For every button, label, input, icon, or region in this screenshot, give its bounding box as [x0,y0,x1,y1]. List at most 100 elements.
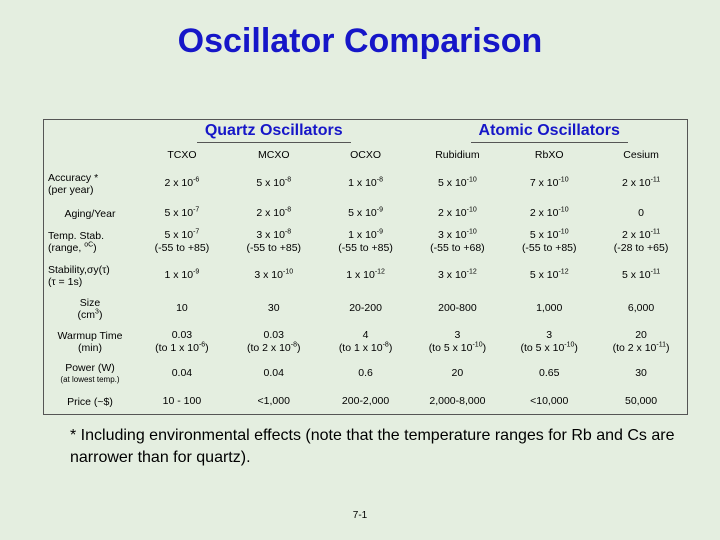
column-header: OCXO [350,149,382,161]
cell-line: (to 5 x 10-10) [428,341,487,354]
table-cell: 3 (to 5 x 10-10) [411,325,503,358]
cell-line: (-55 to +85) [338,242,393,255]
table-cell: 20 (to 2 x 10-11) [595,325,687,358]
table-cell: 1 x 10-9 (-55 to +85) [320,226,412,259]
table-cell: 10 [136,292,228,325]
cell-line: 2,000-8,000 [429,395,486,408]
page-number: 7-1 [352,510,368,521]
cell-line: 5 x 10-8 [256,176,292,190]
cell-line: 30 [267,302,280,315]
table-cell: 4 (to 1 x 10-8) [320,325,412,358]
table-cell: 3 (to 5 x 10-10) [503,325,595,358]
table-cell: 7 x 10-10 [503,166,595,201]
cell-line: 0.03 [263,328,284,341]
table-cell: <1,000 [228,389,320,414]
cell-line: 3 x 10-12 [438,268,477,282]
cell-line: 0.04 [263,367,284,380]
row-label: Size (cm3) [44,292,136,325]
cell-line: 1,000 [536,302,563,315]
table-cell: 2,000-8,000 [411,389,503,414]
cell-line: 1 x 10-9 [348,228,383,242]
column-header: RbXO [534,149,564,161]
column-header: TCXO [167,149,197,161]
row-label-line: Temp. Stab. [48,230,105,243]
cell-line: 0.6 [358,367,373,380]
cell-line: 2 x 10-10 [438,206,477,220]
cell-line: 3 [546,328,553,341]
table-row: Accuracy * (per year) 2 x 10-6 5 x 10-8 1 x … [44,166,687,201]
cell-line: 20-200 [349,302,382,315]
table-row: Stability,σy(τ) (τ = 1s) 1 x 10-9 3 x 10-10… [44,259,687,292]
table-cell: 0.65 [503,358,595,389]
column-header: MCXO [257,149,290,161]
table-cell: 200-800 [411,292,503,325]
group-header-row: Quartz Oscillators Atomic Oscillators [44,120,687,144]
row-label: Stability,σy(τ) (τ = 1s) [44,259,136,292]
cell-line: 1 x 10-9 [164,268,200,282]
cell-line: 5 x 10-10 [529,228,569,242]
cell-line: 2 x 10-10 [529,206,569,220]
cell-line: 7 x 10-10 [529,176,569,190]
row-label: Accuracy * (per year) [44,166,136,201]
cell-line: 2 x 10-6 [164,176,200,190]
cell-line: (to 2 x 10-11) [612,341,670,354]
cell-line: 6,000 [627,302,655,315]
row-label-line: Size [79,296,101,309]
row-label-line: (min) [78,341,102,354]
slide-title: Oscillator Comparison [177,22,543,60]
table-cell: 5 x 10-11 [595,259,687,292]
table-cell: 0 [595,201,687,226]
row-label-line: (at lowest temp.) [60,374,120,384]
table-row: Price (~$) 10 - 100 <1,000 200-2,000 2,000-8… [44,389,687,414]
table-cell: 1 x 10-9 [136,259,228,292]
cell-line: 10 [176,302,188,315]
table-cell: 2 x 10-11 (-28 to +65) [595,226,687,259]
cell-line: 5 x 10-10 [438,176,477,190]
cell-line: 5 x 10-12 [529,268,569,282]
cell-line: (-55 to +85) [154,242,210,255]
row-label: Price (~$) [44,389,136,414]
atomic-group-header: Atomic Oscillators [411,120,687,144]
cell-line: 5 x 10-9 [348,206,383,220]
row-label-line: (per year) [48,183,94,196]
table-cell: 2 x 10-10 [503,201,595,226]
row-label: Warmup Time (min) [44,325,136,358]
cell-line: 20 [635,328,647,341]
cell-line: (-55 to +85) [521,242,577,255]
table-cell: 0.03 (to 2 x 10-8) [228,325,320,358]
cell-line: 0.04 [171,367,193,380]
table-cell: 0.04 [136,358,228,389]
table-cell: 10 - 100 [136,389,228,414]
table-cell: 3 x 10-8 (-55 to +85) [228,226,320,259]
table-cell: 200-2,000 [320,389,412,414]
cell-line: (to 5 x 10-10) [520,341,578,354]
table-cell: 50,000 [595,389,687,414]
cell-line: 0.03 [171,328,193,341]
cell-line: 50,000 [625,395,658,408]
column-header-row: TCXO MCXO OCXO Rubidium RbXO Cesium [44,144,687,166]
row-label-line: Price (~$) [67,395,113,408]
cell-line: 3 x 10-10 [438,228,477,242]
table-cell: 30 [595,358,687,389]
table-cell: 5 x 10-9 [320,201,412,226]
cell-line: 200-800 [438,302,477,315]
cell-line: 3 [454,328,461,341]
comparison-table: Quartz Oscillators Atomic Oscillators TC… [44,120,687,414]
cell-line: 2 x 10-11 [621,228,661,242]
table-row: Warmup Time (min) 0.03 (to 1 x 10-6) 0.03 (to… [44,325,687,358]
table-cell: 5 x 10-7 (-55 to +85) [136,226,228,259]
cell-line: (-28 to +65) [613,242,669,255]
cell-line: 10 - 100 [162,395,202,408]
quartz-group-header: Quartz Oscillators [136,120,411,144]
table-cell: 5 x 10-10 (-55 to +85) [503,226,595,259]
cell-line: 200-2,000 [341,395,390,408]
row-label: Power (W) (at lowest temp.) [44,358,136,389]
table-row: Power (W) (at lowest temp.) 0.04 0.04 0.6 20 0… [44,358,687,389]
table-cell: 0.04 [228,358,320,389]
table-cell: 1 x 10-12 [320,259,412,292]
footnote: * Including environmental effects (note … [70,427,675,466]
column-header: Cesium [623,149,659,161]
table-cell: 2 x 10-11 [595,166,687,201]
table-cell: 5 x 10-7 [136,201,228,226]
table-cell: 20 [411,358,503,389]
